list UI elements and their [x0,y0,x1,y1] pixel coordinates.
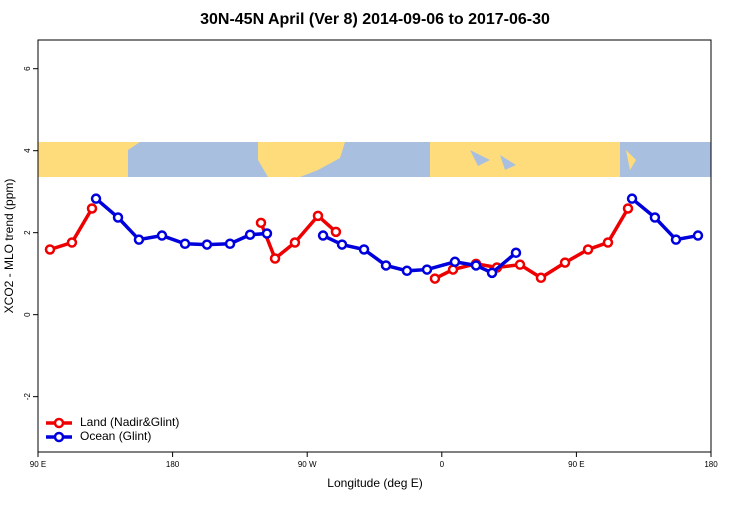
point [486,267,498,279]
point [559,257,571,268]
point [692,230,704,241]
point [269,253,281,264]
y-tick-label: 6 [23,66,32,71]
point [626,193,638,204]
point [112,212,124,223]
y-tick-label: 0 [23,312,32,317]
point [44,244,56,255]
legend-label: Land (Nadir&Glint) [80,415,179,429]
map-band [38,142,711,177]
point [470,260,482,271]
point [336,239,348,250]
point [312,210,324,222]
point [133,234,145,245]
point [670,234,682,245]
point [86,203,98,214]
point [66,237,78,248]
point [255,217,267,229]
x-tick-label: 90 E [30,460,46,469]
point [622,203,634,214]
point [224,238,236,249]
point [535,272,547,284]
plot-frame [37,39,712,453]
point [201,239,213,250]
point [514,259,526,270]
point [429,273,441,284]
point [156,230,168,241]
x-axis-label: Longitude (deg E) [327,476,422,490]
legend-marker [53,417,65,429]
x-tick-label: 90 W [298,460,317,469]
x-tick-label: 0 [440,460,445,469]
legend-marker [53,431,65,443]
point [244,229,256,240]
point [510,247,522,259]
point [649,212,661,223]
point [421,264,433,275]
point [358,244,370,255]
point [179,238,191,249]
y-tick-label: 4 [23,148,32,153]
x-tick-label: 90 E [568,460,584,469]
x-tick-label: 180 [166,460,180,469]
y-axis-label: XCO2 - MLO trend (ppm) [2,179,16,314]
point [380,260,392,271]
chart-title: 30N-45N April (Ver 8) 2014-09-06 to 2017… [200,11,550,28]
point [330,226,342,238]
legend-label: Ocean (Glint) [80,429,151,443]
point [261,228,273,239]
x-tick-label: 180 [704,460,718,469]
point [289,237,301,248]
point [582,244,594,255]
point [602,237,614,248]
point [401,265,413,277]
point [90,193,102,204]
point [449,256,461,268]
y-tick-label: -2 [23,393,32,401]
series-line [94,197,699,275]
point [317,230,329,241]
y-tick-label: 2 [23,230,32,235]
